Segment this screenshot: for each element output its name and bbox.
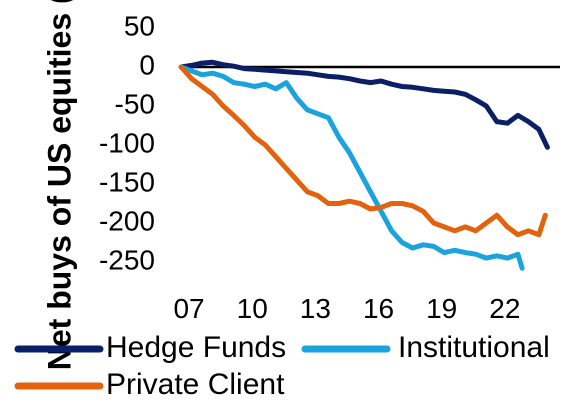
series-line-institutional	[178, 64, 525, 271]
x-tick-label: 07	[173, 293, 204, 324]
x-tick-label: 13	[300, 293, 331, 324]
y-tick-label: -50	[115, 88, 155, 119]
legend: Hedge Funds Institutional Private Client	[14, 331, 550, 401]
legend-label: Institutional	[398, 331, 550, 364]
y-axis-ticks: 50 0 -50 -100 -150 -200 -250	[99, 10, 155, 275]
series-line-hedge-funds	[178, 59, 550, 150]
y-tick-label: -250	[99, 244, 155, 275]
legend-label: Private Client	[106, 368, 285, 401]
y-tick-label: -200	[99, 205, 155, 236]
x-axis-ticks: 07 10 13 16 19 22	[173, 293, 520, 324]
y-tick-label: -100	[99, 127, 155, 158]
y-axis-title: Net buys of US equities ($bn)	[41, 0, 77, 370]
y-tick-label: 50	[124, 10, 155, 41]
plot-area	[178, 59, 560, 271]
series-line-private-client	[178, 64, 548, 238]
y-tick-label: 0	[139, 49, 155, 80]
x-tick-label: 22	[489, 293, 520, 324]
x-tick-label: 10	[237, 293, 268, 324]
legend-label: Hedge Funds	[106, 331, 286, 364]
y-tick-label: -150	[99, 166, 155, 197]
x-tick-label: 16	[363, 293, 394, 324]
x-tick-label: 19	[426, 293, 457, 324]
